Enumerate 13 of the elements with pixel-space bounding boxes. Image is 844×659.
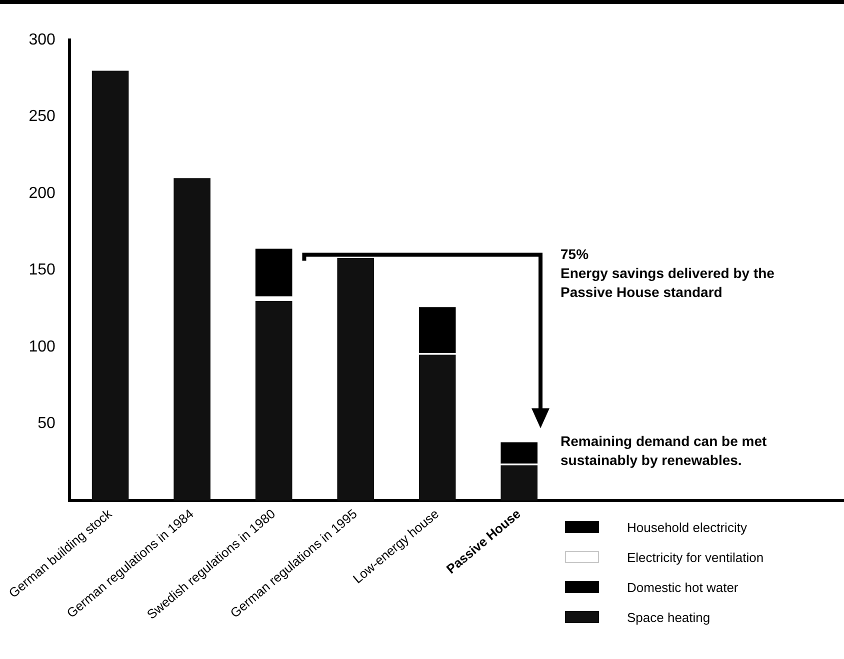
annotation: Energy savings delivered by the Passive House standard <box>560 264 776 302</box>
y-tick-label: 150 <box>28 262 56 279</box>
y-tick-label: 100 <box>28 338 56 356</box>
y-tick-label: 250 <box>28 108 56 126</box>
legend-label: Household electricity <box>627 520 747 534</box>
text: Electricity for ventilation <box>627 550 764 564</box>
y-tick-label: 300 <box>28 31 56 48</box>
y-tick-label: 50 <box>38 415 56 432</box>
y-tick-label: 200 <box>28 184 56 202</box>
legend-label: Space heating <box>627 610 710 624</box>
legend-label: Domestic hot water <box>627 580 738 594</box>
annotation: 75% <box>560 244 590 264</box>
annotation: Remaining demand can be met sustainably by renewables. <box>560 432 768 470</box>
